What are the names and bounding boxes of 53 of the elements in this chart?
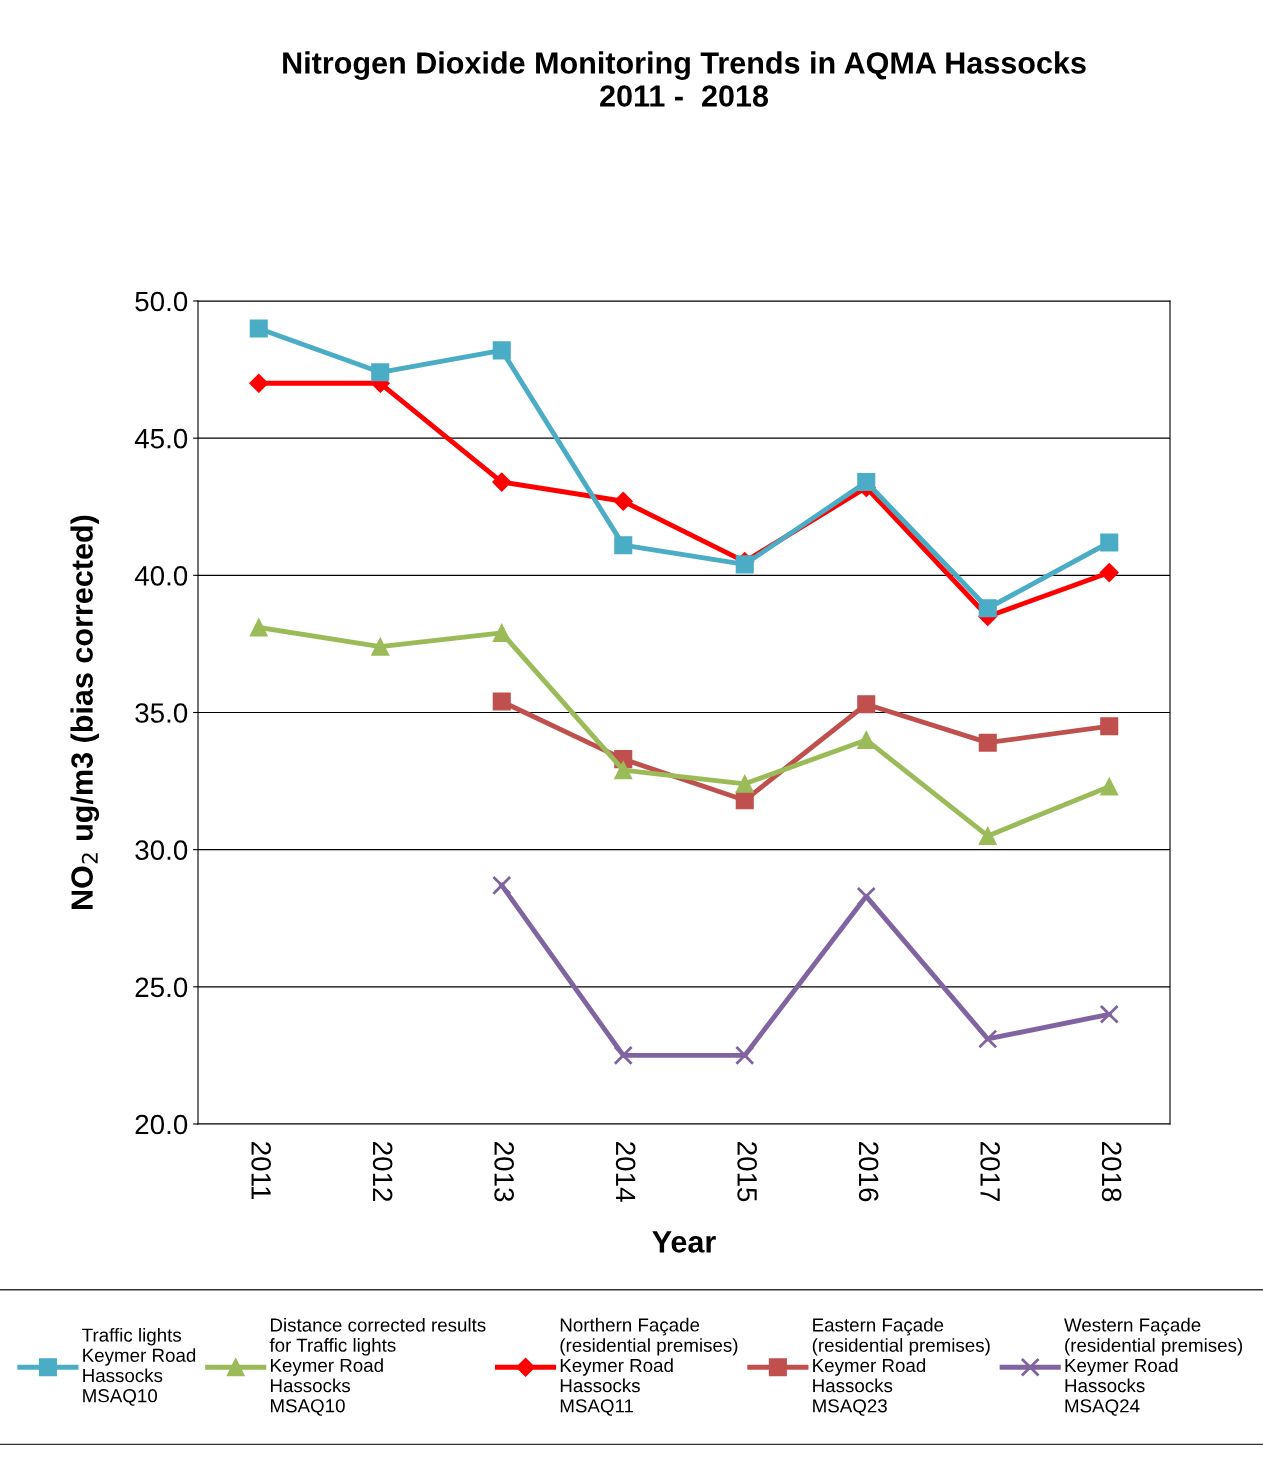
point	[857, 695, 876, 714]
y-tick-label: 35.0	[135, 703, 188, 723]
x-tick-label: 2018	[1101, 1142, 1122, 1202]
point	[249, 618, 268, 637]
point	[1099, 563, 1119, 583]
point	[1099, 1004, 1119, 1024]
point	[735, 555, 754, 574]
point	[978, 733, 997, 752]
point	[614, 761, 633, 780]
point	[856, 886, 876, 907]
chart-title: Nitrogen Dioxide Monitoring Trends in AQMA Hassocks 2011 - 2018	[283, 51, 1086, 107]
point	[1100, 533, 1119, 552]
point	[492, 472, 512, 492]
point	[613, 1045, 633, 1066]
point	[1100, 777, 1119, 796]
point	[249, 319, 268, 338]
point	[492, 623, 511, 642]
point	[735, 774, 754, 793]
legend-label: Eastern Façade (residential premises) Keymer Road Hassocks MSAQ23	[812, 1317, 990, 1416]
y-tick-label: 45.0	[134, 428, 188, 449]
x-tick-label: 2014	[615, 1142, 636, 1202]
legend-label: Northern Façade (residential premises) Keymer Road Hassocks MSAQ11	[560, 1317, 738, 1416]
legend-label: Distance corrected results for Traffic lights Keymer Road Hassocks MSAQ10	[269, 1317, 486, 1416]
point	[371, 637, 390, 656]
point	[978, 1029, 998, 1049]
legend-label: Traffic lights Keymer Road Hassocks MSAQ10	[82, 1327, 196, 1406]
x-axis-title: Year	[652, 1231, 716, 1253]
x-tick-label: 2013	[494, 1142, 514, 1202]
point	[1100, 717, 1119, 736]
x-tick-label: 2017	[980, 1142, 1000, 1202]
point	[614, 536, 633, 555]
point	[492, 341, 511, 360]
x-tick-label: 2012	[372, 1142, 393, 1202]
point	[857, 730, 876, 749]
y-tick-label: 25.0	[135, 977, 188, 998]
legend-label: Western Façade (residential premises) Keymer Road Hassocks MSAQ24	[1064, 1317, 1243, 1416]
y-tick-label: 20.0	[135, 1114, 188, 1135]
point	[492, 692, 511, 711]
x-tick-label: 2016	[858, 1142, 879, 1202]
point	[371, 363, 390, 382]
point	[978, 826, 997, 845]
y-tick-label: 40.0	[134, 566, 188, 586]
point	[249, 373, 269, 393]
y-axis-title: NO$_{2}$ ug/m3 (bias corrected)	[70, 515, 100, 909]
point	[613, 491, 633, 511]
y-tick-label: 30.0	[135, 840, 188, 861]
point	[978, 599, 997, 618]
x-tick-label: 2015	[737, 1142, 757, 1202]
point	[735, 1045, 755, 1066]
point	[857, 473, 876, 492]
point	[492, 875, 512, 896]
x-tick-label: 2011	[251, 1142, 271, 1200]
y-tick-label: 50.0	[135, 291, 188, 312]
